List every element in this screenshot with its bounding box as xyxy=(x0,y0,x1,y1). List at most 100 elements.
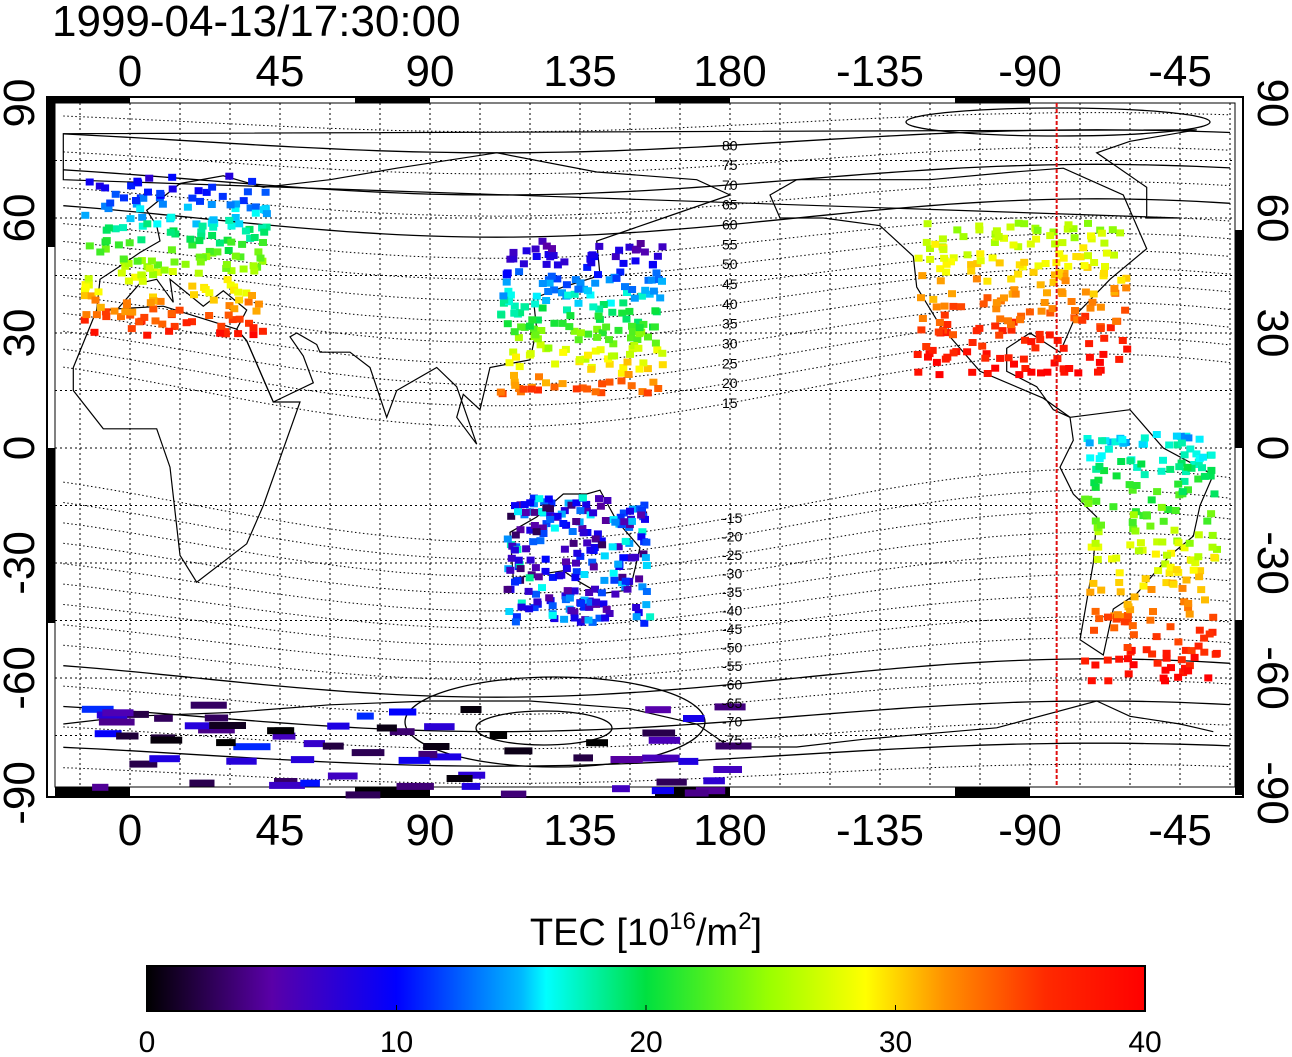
tec-sample xyxy=(106,199,115,207)
mag-contour xyxy=(63,573,1231,629)
tec-sample xyxy=(1033,226,1042,234)
top-lon-tick: 90 xyxy=(406,47,455,96)
mag-contour xyxy=(63,616,1231,664)
tec-sample xyxy=(192,220,201,228)
tec-sample xyxy=(507,554,516,562)
tec-sample xyxy=(1011,290,1020,298)
tec-sample xyxy=(1184,604,1193,612)
tec-sample xyxy=(595,242,604,250)
tec-sample xyxy=(562,565,571,572)
tec-sample xyxy=(519,385,528,393)
colorbar-tick-label: 0 xyxy=(139,1026,156,1057)
tec-sample xyxy=(593,530,602,538)
tec-sample xyxy=(1085,353,1094,361)
tec-sample xyxy=(1130,593,1139,601)
tec-sample xyxy=(529,538,538,546)
tec-sample xyxy=(914,254,923,262)
tec-sample xyxy=(596,502,605,510)
mag-lat-label: 70 xyxy=(722,177,738,193)
tec-sample xyxy=(136,205,145,213)
tec-sample xyxy=(1081,657,1090,665)
tec-sample xyxy=(1194,553,1203,561)
tec-sample xyxy=(209,223,218,231)
tec-sample xyxy=(133,177,142,185)
tec-sample xyxy=(572,559,580,567)
tec-sample xyxy=(96,248,105,256)
tec-sample xyxy=(1203,517,1212,525)
tec-sample xyxy=(1138,440,1147,448)
tec-sample xyxy=(975,324,984,332)
tec-sample xyxy=(627,554,636,562)
tec-sample xyxy=(1154,567,1163,575)
tec-sample xyxy=(184,722,214,730)
tec-sample xyxy=(149,755,180,763)
right-latitude-ticks: 90 60 30 0 -30 -60 -90 xyxy=(1248,79,1292,825)
tec-sample xyxy=(1072,253,1081,260)
tec-sample xyxy=(542,297,551,304)
mag-lat-label: 35 xyxy=(722,316,738,332)
tec-sample xyxy=(581,355,590,363)
tec-sample xyxy=(1090,479,1099,487)
tec-sample xyxy=(512,353,520,361)
tec-sample xyxy=(558,319,567,327)
tec-sample xyxy=(249,331,258,339)
tec-sample xyxy=(1086,454,1095,462)
tec-sample xyxy=(642,562,651,569)
tec-sample xyxy=(1200,634,1209,642)
tec-sample xyxy=(658,349,667,357)
tec-sample xyxy=(542,242,551,250)
tec-sample xyxy=(1096,325,1105,332)
tec-sample xyxy=(116,732,139,740)
tec-sample xyxy=(605,378,614,386)
tec-sample xyxy=(569,539,578,547)
tec-sample xyxy=(557,571,566,579)
mag-contour xyxy=(63,112,1231,133)
tec-sample xyxy=(638,388,647,396)
tec-sample xyxy=(1057,288,1066,296)
bottom-lon-tick: -135 xyxy=(836,806,924,855)
tec-sample xyxy=(1070,234,1079,242)
tec-sample xyxy=(583,539,592,547)
mag-contour xyxy=(63,552,1231,612)
tec-sample xyxy=(548,573,557,581)
tec-sample xyxy=(926,245,934,252)
tec-sample xyxy=(1201,596,1209,604)
tec-sample xyxy=(92,783,109,791)
tec-sample xyxy=(947,258,955,266)
left-latitude-ticks: 90 60 30 0 -30 -60 -90 xyxy=(0,79,44,825)
tec-sample xyxy=(976,250,985,258)
tec-sample xyxy=(246,204,255,212)
tec-sample xyxy=(175,306,184,314)
tec-sample xyxy=(576,329,585,337)
frame-bar xyxy=(1235,620,1243,795)
tec-sample xyxy=(605,610,614,617)
tec-sample xyxy=(132,197,140,204)
frame-bar xyxy=(355,787,430,797)
tec-sample xyxy=(649,378,658,386)
tec-sample xyxy=(1178,488,1187,496)
tec-sample xyxy=(940,254,949,262)
colorbar-tick-label: 10 xyxy=(380,1026,413,1057)
tec-sample xyxy=(703,777,725,785)
tec-sample xyxy=(532,292,541,300)
tec-sample xyxy=(601,517,610,524)
tec-sample xyxy=(1102,249,1111,257)
tec-sample xyxy=(639,550,648,558)
tec-sample xyxy=(514,556,523,564)
tec-sample xyxy=(1014,243,1023,251)
tec-sample xyxy=(1188,556,1197,564)
tec-sample xyxy=(640,248,649,256)
tec-sample xyxy=(396,782,434,790)
tec-sample xyxy=(584,330,593,338)
tec-sample xyxy=(567,501,576,509)
tec-sample xyxy=(942,268,951,276)
tec-sample xyxy=(531,564,540,572)
mag-pole-contour xyxy=(475,710,613,746)
tec-sample xyxy=(1118,337,1127,344)
tec-sample xyxy=(1161,560,1170,568)
tec-sample xyxy=(634,344,643,352)
tec-sample xyxy=(1212,649,1221,657)
tec-sample xyxy=(1097,586,1106,594)
tec-sample xyxy=(517,323,526,331)
tec-sample xyxy=(1108,226,1117,234)
